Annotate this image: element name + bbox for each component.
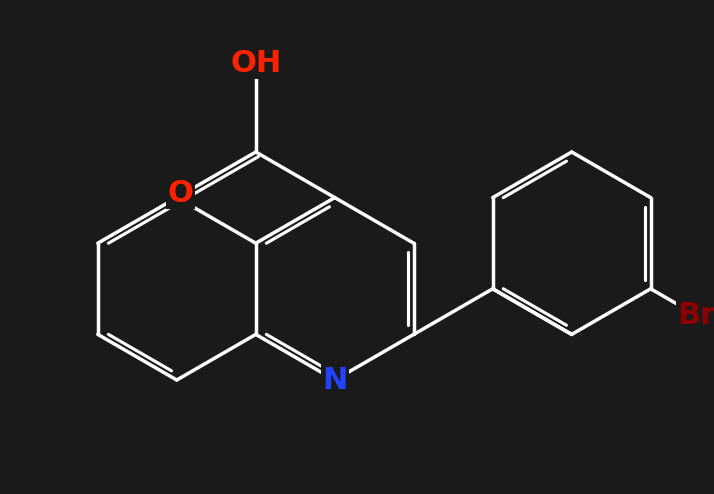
Text: OH: OH [230, 48, 281, 78]
Text: Br: Br [678, 301, 714, 330]
Text: O: O [168, 178, 193, 207]
Text: N: N [322, 366, 348, 395]
